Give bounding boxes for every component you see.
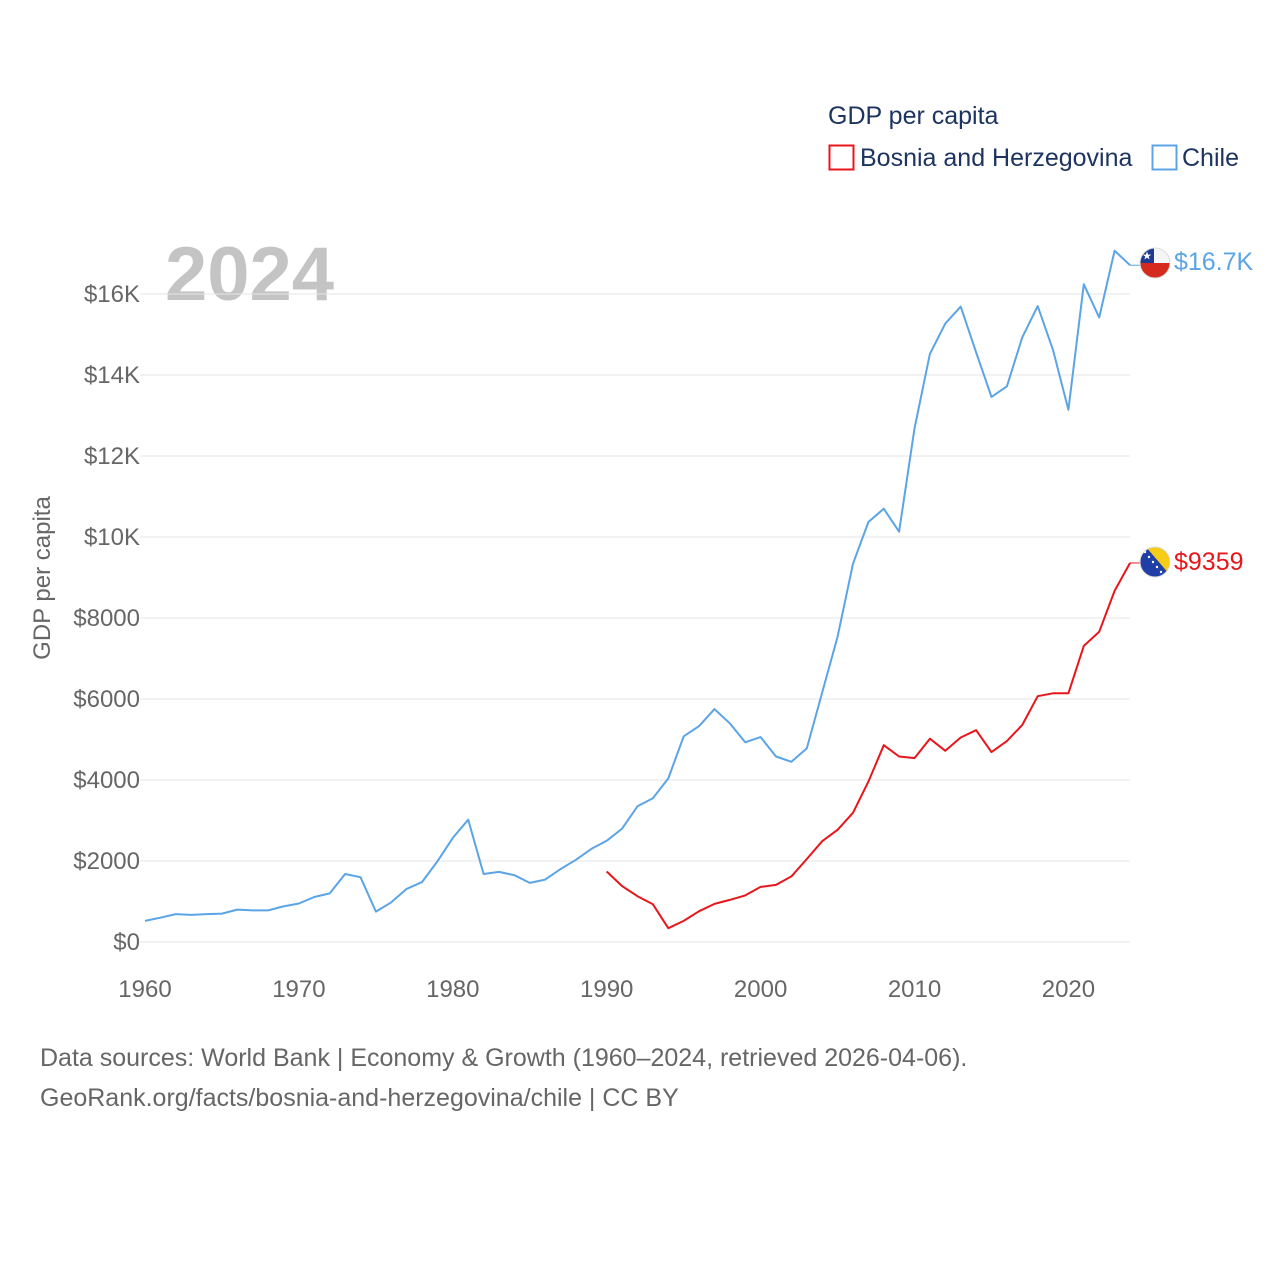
y-tick-label: $10K [84, 524, 140, 551]
x-tick-label: 2020 [1042, 976, 1095, 1003]
series-line-bosnia-and-herzegovina[interactable] [606, 562, 1131, 930]
legend-label-chile[interactable]: Chile [1182, 144, 1239, 172]
x-axis-ticks: 1960 1970 1980 1990 2000 2010 2020 [118, 976, 1095, 1003]
gridlines [140, 293, 1130, 943]
legend-label-bosnia-and-herzegovina[interactable]: Bosnia and Herzegovina [860, 144, 1132, 172]
legend-swatch-chile[interactable] [1151, 144, 1178, 171]
chile-flag-icon [1139, 247, 1171, 279]
x-tick-label: 1990 [580, 976, 633, 1003]
series-line-chile[interactable] [144, 249, 1131, 922]
legend-swatch-bosnia-and-herzegovina[interactable] [828, 144, 855, 171]
x-tick-label: 1980 [426, 976, 479, 1003]
y-axis-title: GDP per capita [29, 496, 56, 660]
series-lines [144, 249, 1140, 930]
y-tick-label: $14K [84, 362, 140, 389]
y-tick-label: $8000 [73, 605, 140, 632]
legend: GDP per capita Bosnia and Herzegovina Ch… [828, 102, 1239, 172]
y-tick-label: $0 [113, 929, 140, 956]
bosnia-and-herzegovina-flag-icon [1139, 546, 1171, 578]
attribution-link[interactable]: GeoRank.org/facts/bosnia-and-herzegovina… [40, 1084, 679, 1112]
y-axis-ticks: $0 $2000 $4000 $6000 $8000 $10K $12K $14K $16K [73, 281, 140, 956]
y-tick-label: $6000 [73, 686, 140, 713]
x-tick-label: 2000 [734, 976, 787, 1003]
y-tick-label: $16K [84, 281, 140, 308]
x-tick-label: 1960 [118, 976, 171, 1003]
end-value-bosnia-and-herzegovina: $9359 [1174, 548, 1244, 576]
y-tick-label: $4000 [73, 767, 140, 794]
data-sources-text: Data sources: World Bank | Economy & Gro… [40, 1044, 968, 1072]
y-tick-label: $12K [84, 443, 140, 470]
x-tick-label: 1970 [272, 976, 325, 1003]
y-tick-label: $2000 [73, 848, 140, 875]
x-tick-label: 2010 [888, 976, 941, 1003]
end-value-chile: $16.7K [1174, 248, 1254, 276]
year-watermark: 2024 [165, 232, 334, 317]
legend-title: GDP per capita [828, 102, 999, 130]
